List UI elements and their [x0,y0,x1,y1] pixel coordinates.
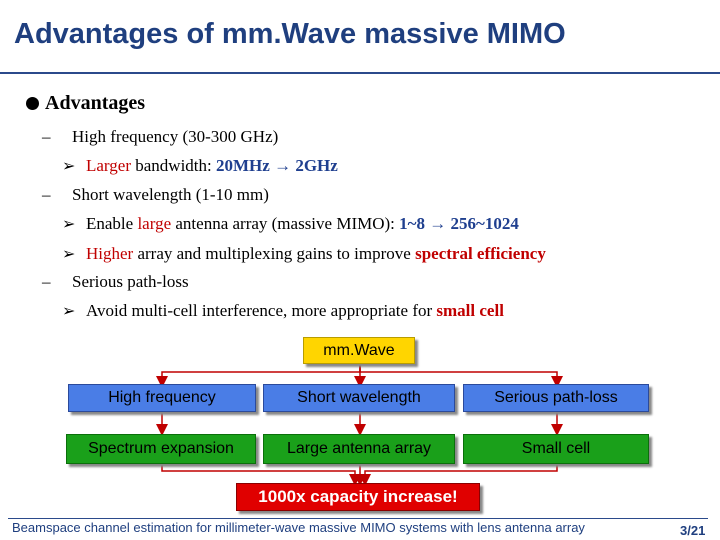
arrow-bullet-icon: ➢ [62,301,76,320]
text-segment: Larger [86,156,131,175]
spectrum-expansion-box: Spectrum expansion [66,434,256,464]
slide-title: Advantages of mm.Wave massive MIMO [14,18,566,50]
flow-connectors [156,365,563,486]
small-cell-box: Small cell [463,434,649,464]
text-segment: 1~8 → 256~1024 [399,214,519,233]
serious-path-loss-box: Serious path-loss [463,384,649,412]
connector-arrow [359,463,558,486]
text-segment: small cell [436,301,504,320]
sub-item: Avoid multi-cell interference, more appr… [86,301,504,321]
text-segment: Enable [86,214,138,233]
page-number: 3/21 [680,523,706,538]
connector-arrow [161,463,361,486]
title-divider [0,72,720,74]
bullet-dot-icon [26,97,39,110]
main-bullet: Advantages [45,92,146,114]
text-segment: Avoid multi-cell interference, more appr… [86,301,437,320]
sub-item: Enable large antenna array (massive MIMO… [86,214,519,234]
text-segment: bandwidth: [131,156,216,175]
text-segment: 20MHz → 2GHz [216,156,338,175]
sub-item: Larger bandwidth: 20MHz → 2GHz [86,156,338,176]
arrow-bullet-icon: ➢ [62,214,76,233]
dash-icon: – [42,185,51,204]
dash-icon: – [42,272,51,291]
large-antenna-array-box: Large antenna array [263,434,455,464]
item-high-frequency: High frequency (30-300 GHz) [72,127,279,146]
text-segment: antenna array (massive MIMO): [171,214,400,233]
text-segment: Higher [86,244,134,263]
footer-divider [8,518,708,519]
arrow-bullet-icon: ➢ [62,156,76,175]
high-frequency-box: High frequency [68,384,256,412]
connector-arrow [359,365,563,388]
sub-item: Higher array and multiplexing gains to i… [86,244,546,264]
item-short-wavelength: Short wavelength (1-10 mm) [72,185,269,204]
dash-icon: – [42,127,51,146]
short-wavelength-box: Short wavelength [263,384,455,412]
arrow-bullet-icon: ➢ [62,244,76,263]
connector-arrow [156,365,361,388]
footer-citation: Beamspace channel estimation for millime… [12,520,585,535]
text-segment: spectral efficiency [415,244,546,263]
item-serious-path-loss: Serious path-loss [72,272,189,291]
mmwave-box: mm.Wave [303,337,415,364]
text-segment: large [137,214,172,233]
capacity-result-box: 1000x capacity increase! [236,483,480,511]
text-segment: array and multiplexing gains to improve [133,244,416,263]
